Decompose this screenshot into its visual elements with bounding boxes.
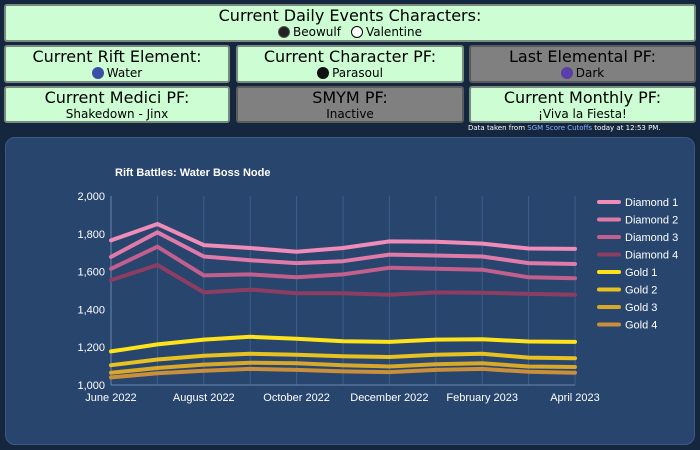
legend-label[interactable]: Gold 3 — [625, 302, 657, 314]
rift-element-title: Current Rift Element: — [32, 47, 202, 66]
y-tick-label: 1,600 — [77, 267, 105, 279]
medici-pf-title: Current Medici PF: — [44, 88, 190, 107]
medici-pf-box: Current Medici PF: Shakedown - Jinx — [4, 86, 230, 123]
valentine-icon — [350, 26, 363, 38]
monthly-pf-value: ¡Viva la Fiesta! — [538, 107, 627, 121]
daily-char-2: Valentine — [365, 25, 422, 39]
parasoul-icon — [317, 67, 330, 79]
legend-label[interactable]: Gold 4 — [625, 320, 657, 332]
series-line-gold-1[interactable] — [109, 334, 577, 354]
y-tick-label: 1,200 — [77, 342, 105, 354]
x-tick-label: October 2022 — [263, 392, 330, 404]
x-tick-label: April 2023 — [550, 392, 600, 404]
elemental-pf-value: Dark — [575, 66, 605, 80]
daily-events-title: Current Daily Events Characters: — [218, 6, 482, 25]
medici-pf-value: Shakedown - Jinx — [65, 107, 169, 121]
sgm-score-cutoffs-link[interactable]: SGM Score Cutoffs — [527, 124, 593, 132]
y-tick-label: 2,000 — [77, 191, 105, 203]
series-line-diamond-3[interactable] — [109, 244, 577, 281]
series-line-gold-4[interactable] — [109, 366, 577, 380]
legend-label[interactable]: Diamond 3 — [625, 232, 678, 244]
x-tick-label: August 2022 — [173, 392, 235, 404]
series-line-diamond-1[interactable] — [109, 222, 577, 254]
daily-events-box: Current Daily Events Characters: Beowulf… — [4, 4, 696, 42]
smym-pf-title: SMYM PF: — [312, 88, 388, 107]
y-tick-label: 1,400 — [77, 304, 105, 316]
elemental-pf-box: Last Elemental PF: Dark — [469, 45, 696, 83]
legend-label[interactable]: Diamond 1 — [625, 197, 678, 209]
moon-icon — [560, 67, 573, 79]
daily-events-characters: Beowulf Valentine — [6, 25, 694, 39]
monthly-pf-title: Current Monthly PF: — [503, 88, 662, 107]
y-tick-label: 1,800 — [77, 229, 105, 241]
series-line-diamond-4[interactable] — [109, 263, 577, 297]
character-pf-box: Current Character PF: Parasoul — [236, 45, 464, 83]
smym-pf-box: SMYM PF: Inactive — [236, 86, 464, 123]
monthly-pf-box: Current Monthly PF: ¡Viva la Fiesta! — [469, 86, 696, 123]
elemental-pf-title: Last Elemental PF: — [509, 47, 656, 66]
character-pf-value: Parasoul — [332, 66, 383, 80]
legend-label[interactable]: Diamond 4 — [625, 250, 678, 262]
chart-title: Rift Battles: Water Boss Node — [115, 167, 270, 179]
x-tick-label: June 2022 — [85, 392, 136, 404]
data-credit: Data taken from SGM Score Cutoffs today … — [468, 124, 700, 132]
credit-suffix: today at 12:53 PM. — [592, 124, 661, 132]
chart-panel: Rift Battles: Water Boss Node 1,000 1,200… — [5, 137, 695, 445]
y-tick-label: 1,000 — [77, 380, 105, 392]
smym-pf-value: Inactive — [326, 107, 374, 121]
character-pf-title: Current Character PF: — [263, 47, 437, 66]
beowulf-icon — [278, 26, 291, 38]
daily-char-1: Beowulf — [293, 25, 341, 39]
rift-element-box: Current Rift Element: Water — [4, 45, 230, 83]
credit-prefix: Data taken from — [468, 124, 528, 132]
series-line-gold-3[interactable] — [109, 360, 577, 375]
legend-label[interactable]: Gold 1 — [625, 267, 657, 279]
x-tick-label: February 2023 — [446, 392, 518, 404]
rift-chart: Rift Battles: Water Boss Node 1,000 1,200… — [77, 167, 678, 404]
rift-element-value: Water — [106, 66, 143, 80]
legend-label[interactable]: Diamond 2 — [625, 215, 678, 227]
series-line-gold-2[interactable] — [109, 351, 577, 368]
x-tick-label: December 2022 — [350, 392, 428, 404]
legend-label[interactable]: Gold 2 — [625, 285, 657, 297]
series-line-diamond-2[interactable] — [109, 230, 577, 266]
water-drop-icon — [91, 67, 104, 79]
